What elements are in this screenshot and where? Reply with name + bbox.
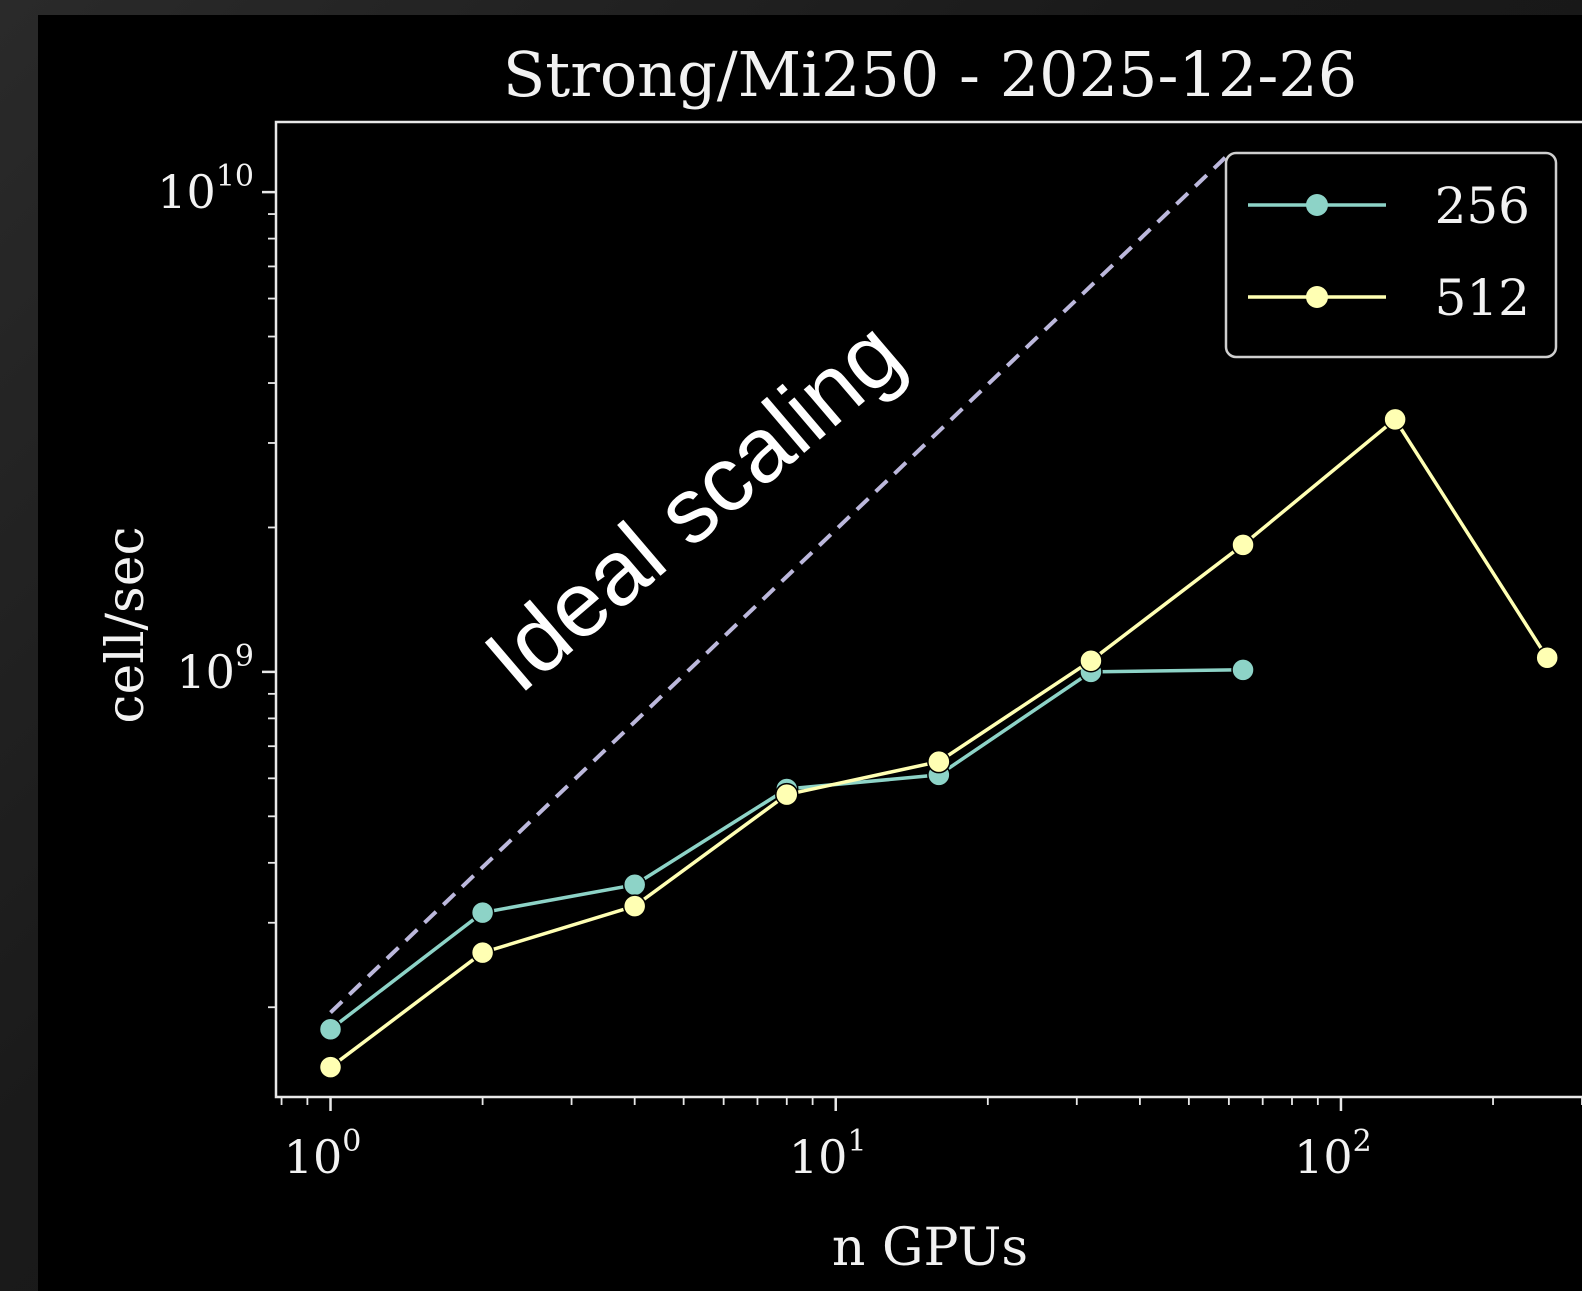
legend-marker: [1306, 286, 1328, 308]
ideal-scaling-dashes: [329, 156, 1227, 1014]
data-point: [470, 900, 495, 925]
y-tick-label: 1010: [157, 159, 254, 219]
series-256: [318, 658, 1255, 1041]
ideal-scaling-annotation: Ideal scaling: [466, 302, 921, 712]
data-point: [927, 749, 951, 774]
data-point: [775, 782, 799, 807]
series-group: [318, 407, 1559, 1079]
chart-panel: Strong/Mi250 - 2025-12-26 100 101 102 109 10…: [38, 15, 1582, 1291]
legend-marker: [1306, 194, 1328, 216]
data-point: [1383, 407, 1407, 432]
x-tick-label: 101: [789, 1124, 867, 1184]
data-point: [622, 873, 647, 897]
data-point: [318, 1055, 343, 1079]
data-point: [1231, 533, 1255, 557]
ideal-scaling-line: [329, 156, 1227, 1014]
y-tick-label: 109: [176, 639, 254, 699]
x-tick-label: 102: [1294, 1124, 1372, 1184]
legend-label: 512: [1435, 269, 1530, 327]
axes: 100 101 102 109 1010: [157, 120, 1582, 1184]
data-point: [1231, 658, 1255, 682]
data-point: [470, 940, 495, 965]
plot-frame: [274, 120, 1582, 1099]
x-tick-label: 100: [284, 1124, 362, 1184]
chart-title: Strong/Mi250 - 2025-12-26: [503, 38, 1357, 111]
data-point: [1535, 646, 1559, 670]
data-point: [318, 1017, 343, 1041]
series-line: [329, 416, 1549, 1069]
y-axis-label: cell/sec: [96, 526, 156, 723]
series-512: [318, 407, 1559, 1079]
line-chart: Strong/Mi250 - 2025-12-26 100 101 10210910…: [96, 38, 1582, 1278]
data-point: [622, 894, 647, 918]
legend: 256 512: [1224, 151, 1558, 359]
data-point: [1079, 648, 1103, 673]
legend-label: 256: [1435, 177, 1530, 235]
x-axis-label: n GPUs: [832, 1218, 1028, 1278]
series-line: [329, 668, 1244, 1031]
